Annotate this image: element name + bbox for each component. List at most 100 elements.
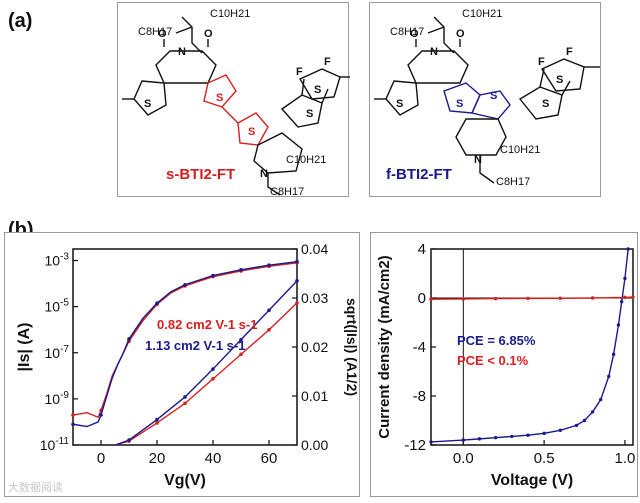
molecule-s-structure: C10H21 C8H17 N O O S S S S S F F N C10H2… bbox=[122, 8, 350, 198]
data-point bbox=[623, 295, 627, 300]
atom-F-2: F bbox=[324, 56, 331, 68]
series-line-f-BTI2-FT bbox=[72, 260, 298, 428]
data-point bbox=[574, 423, 579, 428]
y-left-tick-label: 10-7 bbox=[45, 344, 70, 361]
data-point bbox=[239, 267, 243, 272]
x-tick-label: 60 bbox=[261, 450, 278, 467]
y-right-tick-label: 0.01 bbox=[301, 388, 328, 404]
y-left-tick-label: 10-11 bbox=[40, 436, 70, 453]
data-point bbox=[211, 367, 215, 371]
data-point bbox=[155, 417, 159, 422]
data-point bbox=[211, 377, 215, 381]
data-point bbox=[295, 259, 299, 264]
atom-F-1: F bbox=[538, 56, 545, 68]
molecule-f-name: f-BTI2-FT bbox=[386, 166, 452, 183]
y-left-tick-label: 10-5 bbox=[45, 298, 70, 315]
y-tick-label: -12 bbox=[404, 437, 426, 454]
data-point bbox=[155, 421, 159, 425]
data-point bbox=[295, 279, 299, 283]
atom-F-2: F bbox=[566, 46, 573, 58]
sub-bot-2: C8H17 bbox=[270, 186, 304, 198]
x-tick-label: 1.0 bbox=[614, 450, 635, 467]
x-tick-label: 40 bbox=[205, 450, 222, 467]
atom-O-right: O bbox=[204, 28, 213, 40]
molecule-s-frame: C10H21 C8H17 N O O S S S S S F F N C10H2… bbox=[117, 2, 350, 198]
atom-S-ft: S bbox=[314, 84, 321, 96]
data-point bbox=[607, 374, 611, 379]
data-point bbox=[542, 431, 546, 436]
y-left-axis-label: |Is| (A) bbox=[16, 323, 33, 372]
data-point bbox=[267, 263, 271, 267]
y-left-tick-label: 10-9 bbox=[45, 390, 70, 407]
data-point bbox=[477, 437, 482, 441]
y-right-tick-label: 0.02 bbox=[301, 339, 328, 355]
transfer-chart-frame: 0 20 40 60 10-11 10-9 10-7 10-5 10-3 0.00 0.01 0.02… bbox=[4, 232, 360, 497]
transfer-chart: 0 20 40 60 10-11 10-9 10-7 10-5 10-3 0.00 0.01 0.02… bbox=[16, 241, 360, 489]
y-right-axis-label: sqrt(|Is|) (A1/2) bbox=[344, 298, 360, 396]
pce-f-label: PCE = 6.85% bbox=[457, 333, 536, 348]
data-point bbox=[267, 308, 271, 313]
data-point bbox=[493, 435, 498, 440]
sub-bot-2: C8H17 bbox=[496, 176, 530, 188]
atom-N-top: N bbox=[178, 46, 186, 58]
atom-F-1: F bbox=[296, 66, 303, 78]
mobility-f-label: 1.13 cm2 V-1 s-1 bbox=[145, 338, 245, 353]
data-point bbox=[590, 296, 595, 300]
x-tick-label: 0.5 bbox=[534, 450, 555, 467]
data-point bbox=[429, 440, 433, 444]
pce-s-label: PCE < 0.1% bbox=[457, 353, 529, 368]
series-line-s-BTI2-FT bbox=[430, 296, 634, 300]
data-point bbox=[99, 413, 103, 417]
x-axis-label: Vg(V) bbox=[164, 472, 206, 489]
sub-top-1: C10H21 bbox=[462, 8, 502, 20]
sub-top-2: C8H17 bbox=[390, 26, 424, 38]
x-tick-label: 0 bbox=[97, 450, 105, 467]
atom-N-top: N bbox=[430, 46, 438, 58]
data-point bbox=[590, 410, 595, 414]
data-point bbox=[71, 413, 75, 417]
data-point bbox=[155, 301, 159, 305]
x-axis-label: Voltage (V) bbox=[491, 472, 573, 489]
y-left-tick-label: 10-3 bbox=[45, 252, 70, 269]
series-line-f-BTI2-FT bbox=[114, 280, 298, 446]
molecule-f-structure: C10H21 C8H17 N O O S S S S S F F N C10H2… bbox=[374, 8, 600, 188]
data-point bbox=[127, 438, 131, 442]
molecule-s-name: s-BTI2-FT bbox=[166, 166, 235, 183]
data-point bbox=[461, 438, 466, 442]
data-point bbox=[295, 301, 299, 305]
atom-S-ft: S bbox=[556, 74, 563, 86]
data-point bbox=[239, 337, 243, 342]
data-point bbox=[239, 352, 243, 357]
data-point bbox=[510, 434, 514, 439]
data-point bbox=[183, 401, 187, 406]
atom-S-right: S bbox=[542, 98, 549, 110]
series-line-f-BTI2-FT bbox=[430, 248, 629, 443]
panel-a-label: (a) bbox=[8, 10, 33, 32]
y-right-tick-label: 0.04 bbox=[301, 241, 328, 257]
jv-chart-frame: 0.0 0.5 1.0 -12 -8 -4 0 4 Voltage (V) Current den… bbox=[370, 232, 638, 497]
data-point bbox=[267, 328, 271, 332]
molecule-f-frame: C10H21 C8H17 N O O S S S S S F F N C10H2… bbox=[369, 2, 601, 197]
atom-O-right: O bbox=[456, 28, 465, 40]
atom-O-left: O bbox=[158, 28, 167, 40]
y-tick-label: -8 bbox=[413, 388, 426, 405]
data-point bbox=[619, 299, 624, 304]
data-point bbox=[526, 296, 530, 301]
data-point bbox=[183, 395, 187, 399]
sub-bot-1: C10H21 bbox=[286, 154, 326, 166]
mobility-s-label: 0.82 cm2 V-1 s-1 bbox=[157, 317, 257, 332]
jv-chart: 0.0 0.5 1.0 -12 -8 -4 0 4 Voltage (V) Current den… bbox=[376, 241, 635, 489]
data-point bbox=[461, 297, 466, 301]
sub-top-2: C8H17 bbox=[138, 26, 172, 38]
y-tick-label: 4 bbox=[418, 241, 426, 258]
series-line-s-BTI2-FT bbox=[114, 302, 298, 446]
atom-S-blue-1: S bbox=[456, 98, 463, 110]
data-point bbox=[71, 422, 75, 427]
data-point bbox=[626, 247, 630, 251]
atom-N-bottom: N bbox=[474, 154, 482, 166]
data-point bbox=[526, 433, 530, 437]
atom-S-left: S bbox=[144, 98, 151, 110]
data-point bbox=[623, 276, 627, 281]
data-point bbox=[558, 296, 562, 300]
atom-S-red-2: S bbox=[248, 126, 255, 138]
